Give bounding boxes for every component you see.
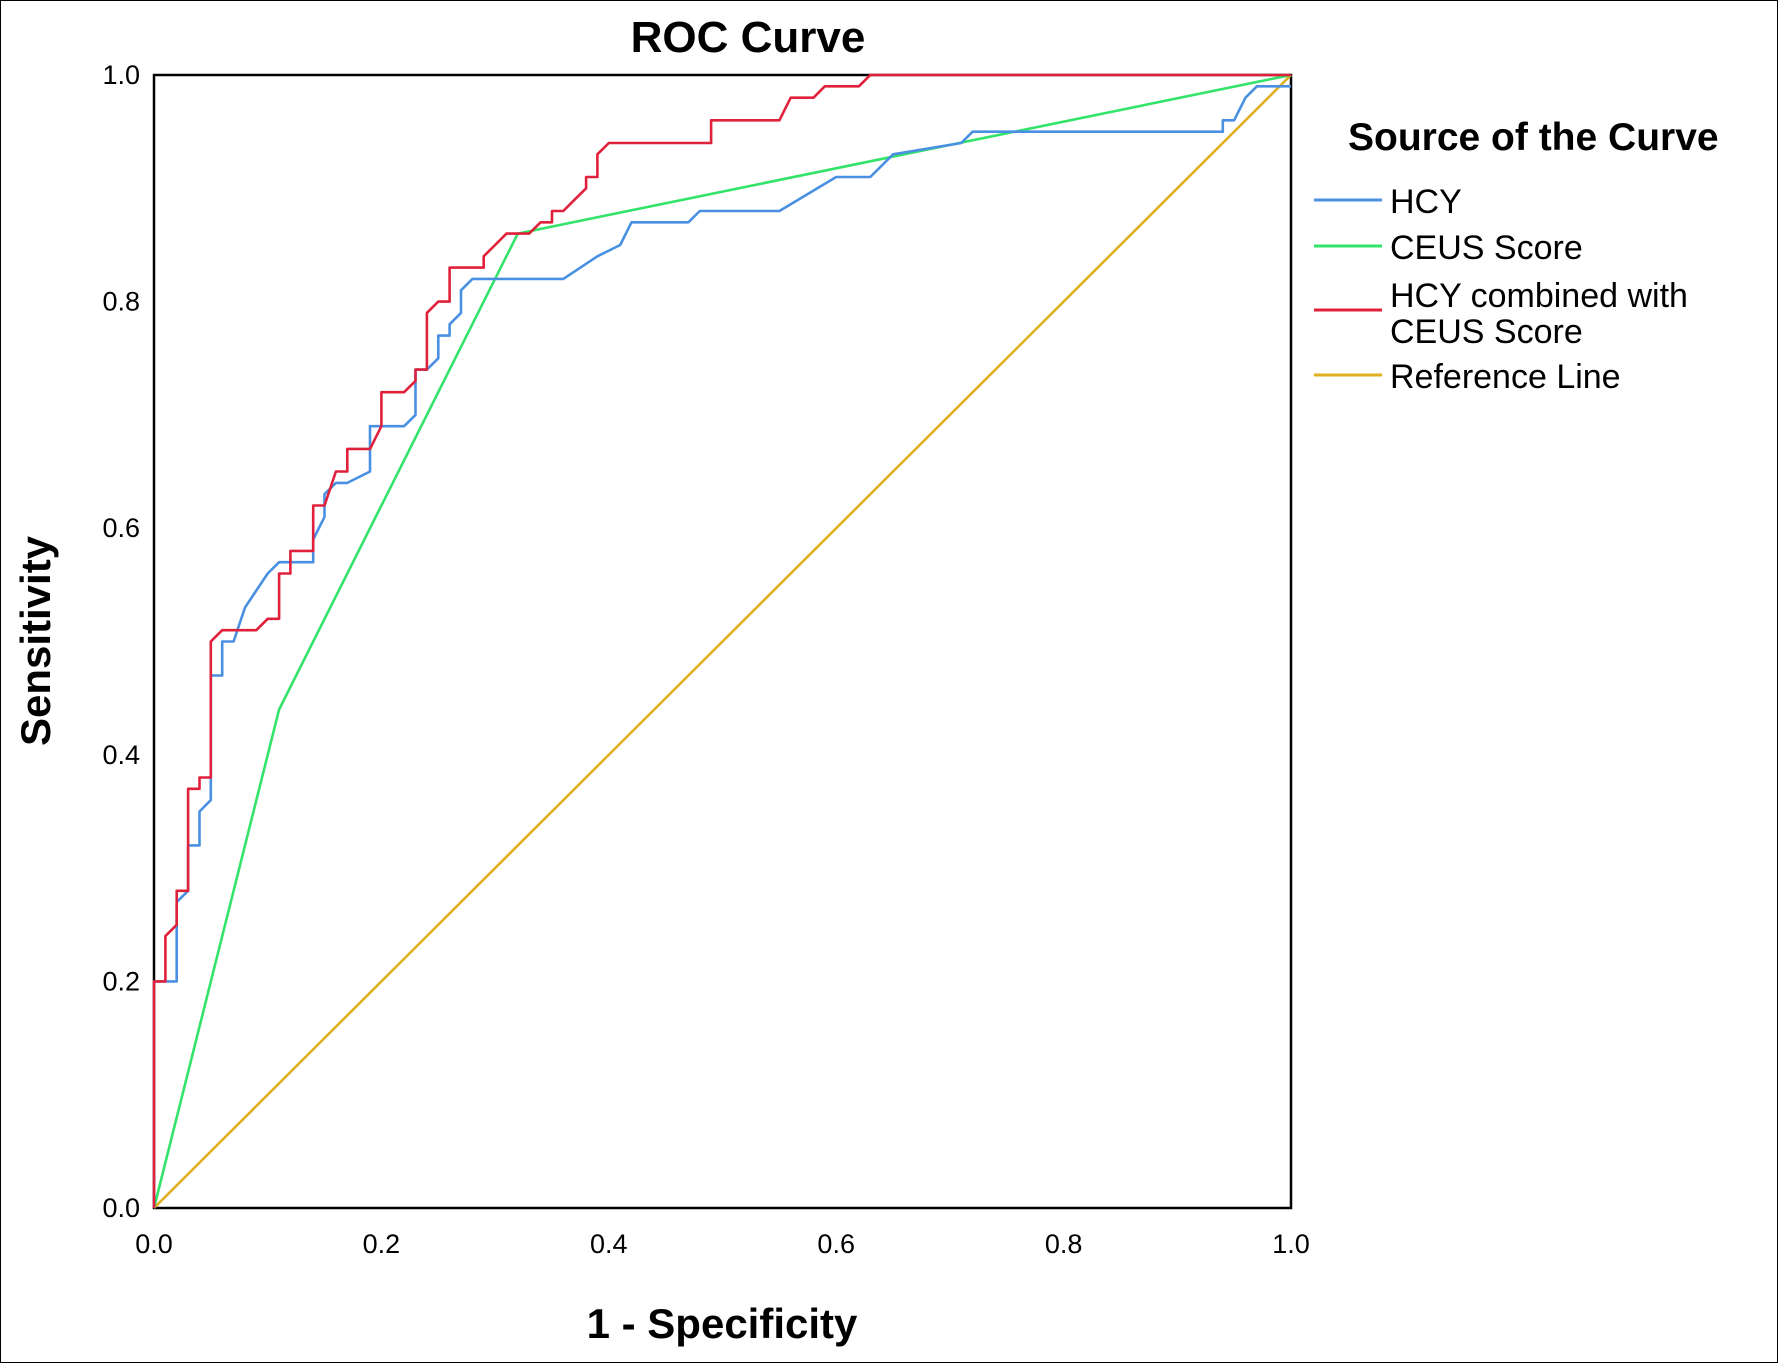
y-axis-ticks: 0.0 0.2 0.4 0.6 0.8 1.0 <box>102 60 140 1223</box>
x-tick-label: 0.8 <box>1045 1229 1083 1259</box>
legend-label-ceus: CEUS Score <box>1390 229 1583 267</box>
x-axis-ticks: 0.0 0.2 0.4 0.6 0.8 1.0 <box>135 1229 1310 1259</box>
x-tick-label: 0.4 <box>590 1229 628 1259</box>
x-tick-label: 0.0 <box>135 1229 173 1259</box>
chart-title: ROC Curve <box>631 13 866 62</box>
x-tick-label: 0.6 <box>817 1229 855 1259</box>
plot-area <box>152 73 1293 1210</box>
y-tick-label: 0.2 <box>102 966 140 996</box>
series-lines <box>152 73 1292 1209</box>
legend-label-reference: Reference Line <box>1390 358 1621 396</box>
legend-label-hcy: HCY <box>1390 183 1462 221</box>
y-axis-title: Sensitivity <box>12 535 59 746</box>
y-tick-label: 0.6 <box>102 513 140 543</box>
y-tick-label: 0.0 <box>102 1193 140 1223</box>
y-tick-label: 0.4 <box>102 740 140 770</box>
y-tick-label: 0.8 <box>102 287 140 317</box>
x-tick-label: 0.2 <box>363 1229 401 1259</box>
legend-label-combined-line1: HCY combined with <box>1390 277 1688 315</box>
series-line-reference-line <box>153 74 1292 1209</box>
legend-label-combined-line2: CEUS Score <box>1390 313 1583 351</box>
series-line-ceus-score <box>152 73 1292 1209</box>
legend-title: Source of the Curve <box>1348 116 1719 159</box>
y-tick-label: 1.0 <box>102 60 140 90</box>
series-line-hcy-combined-with-ceus-score <box>152 73 1291 1208</box>
x-axis-title: 1 - Specificity <box>587 1300 858 1347</box>
legend: Source of the Curve HCY CEUS Score HCY c… <box>1314 116 1719 396</box>
x-tick-label: 1.0 <box>1272 1229 1310 1259</box>
